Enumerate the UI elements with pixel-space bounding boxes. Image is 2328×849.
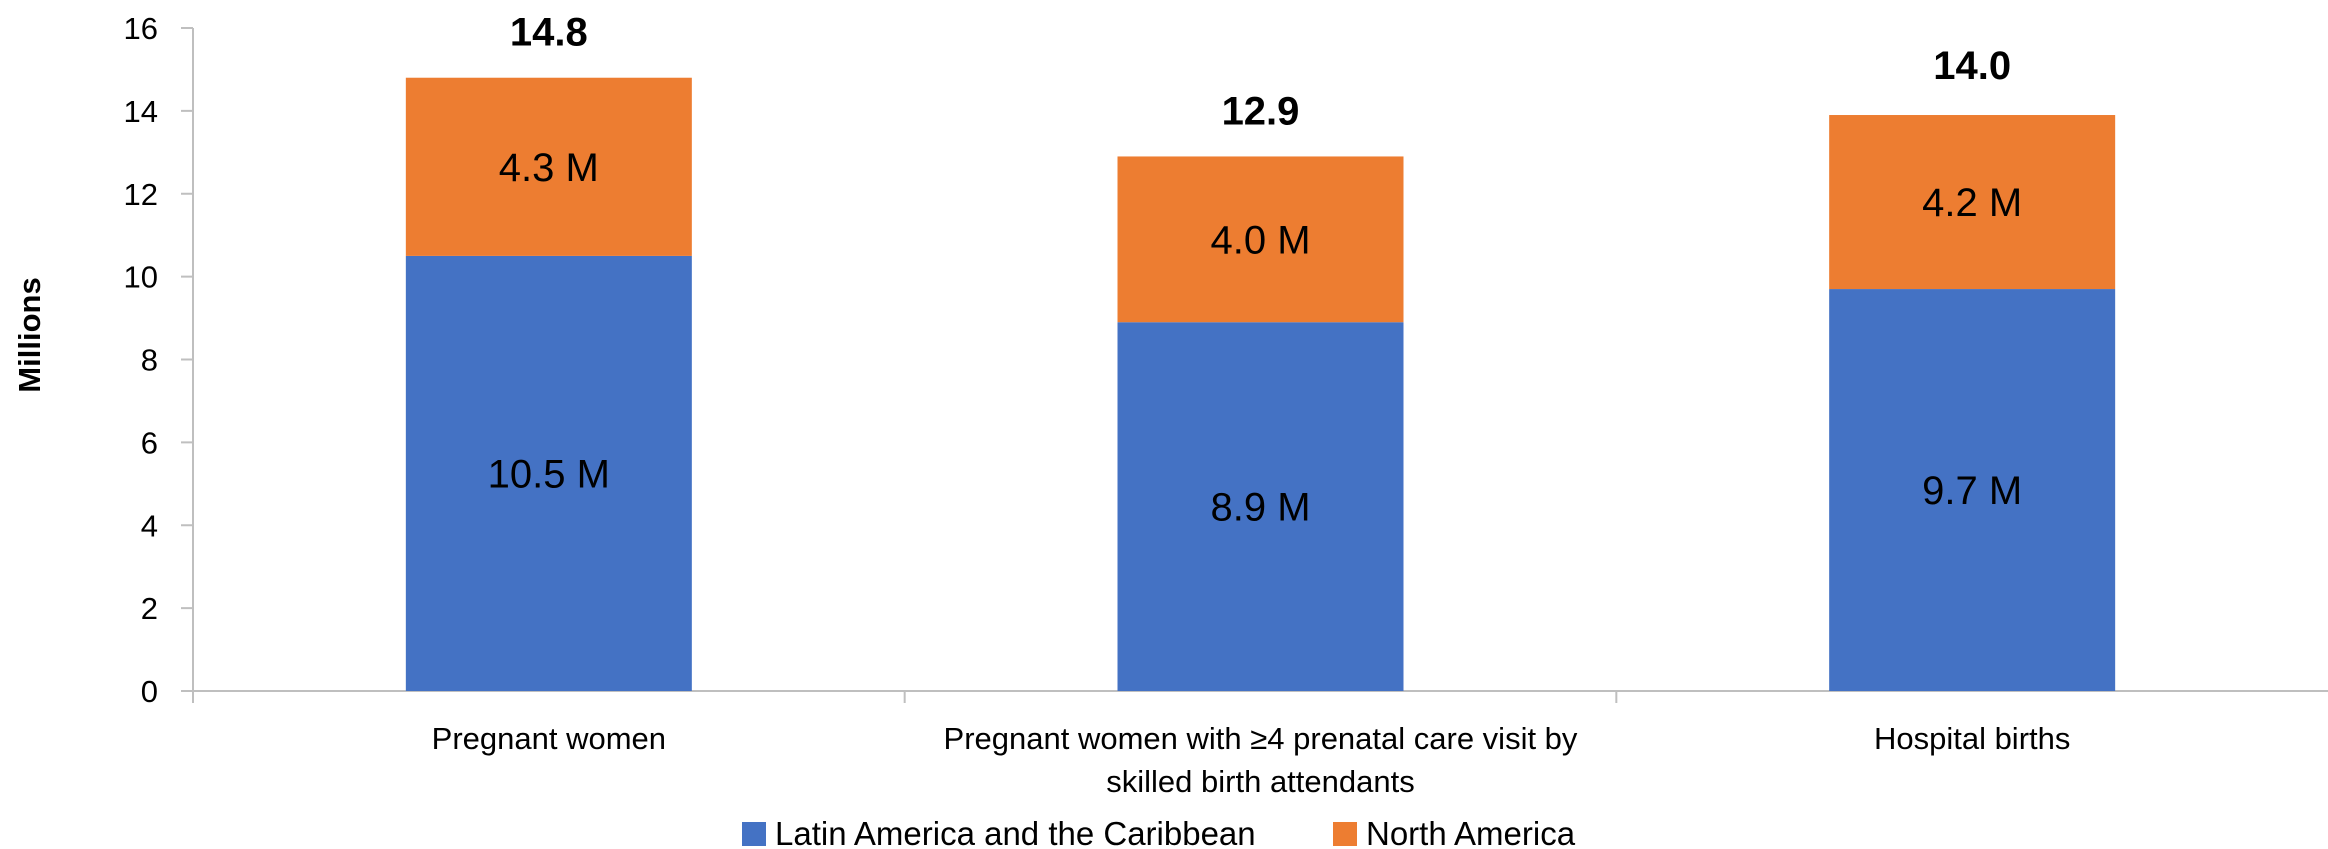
data-labels: 10.5 M 4.3 M 14.8 8.9 M 4.0 M 12.9 9.7 M 4.2 M 1… xyxy=(488,11,2023,530)
segment-data-label: 4.2 M xyxy=(1922,181,2022,225)
y-tick-label: 12 xyxy=(124,177,158,212)
bar-segment-latin-america xyxy=(1117,322,1404,691)
legend-swatch xyxy=(742,822,766,846)
x-category-label: skilled birth attendants xyxy=(1106,764,1414,799)
bars xyxy=(405,77,2116,691)
x-category-label: Pregnant women xyxy=(432,721,666,756)
bar-segment-latin-america xyxy=(1829,289,2116,691)
segment-data-label: 8.9 M xyxy=(1210,486,1310,530)
y-axis-title: Millions xyxy=(12,277,47,392)
legend-swatch xyxy=(1333,822,1357,846)
y-tick-label: 16 xyxy=(124,11,158,46)
y-tick-label: 4 xyxy=(141,508,158,543)
y-tick-label: 0 xyxy=(141,674,158,709)
legend: Latin America and the Caribbean North Ame… xyxy=(742,815,1576,849)
y-tick-label: 6 xyxy=(141,425,158,460)
legend-item-north-america: North America xyxy=(1333,815,1576,849)
y-tick-label: 8 xyxy=(141,343,158,378)
bar-segment-north-america xyxy=(405,77,692,256)
x-category-label: Pregnant women with ≥4 prenatal care vis… xyxy=(944,721,1578,756)
segment-data-label: 10.5 M xyxy=(488,452,610,496)
segment-data-label: 4.3 M xyxy=(499,146,599,190)
bar-segment-latin-america xyxy=(405,255,692,691)
x-category-label: Hospital births xyxy=(1874,721,2070,756)
y-tick-label: 10 xyxy=(124,260,158,295)
legend-label: Latin America and the Caribbean xyxy=(775,815,1256,849)
bar-segment-north-america xyxy=(1117,156,1404,323)
legend-label: North America xyxy=(1366,815,1576,849)
axes: 0 2 4 6 8 10 12 14 16 Pregnant women Pregnant wome… xyxy=(124,11,2328,799)
y-tick-label: 2 xyxy=(141,591,158,626)
legend-item-latin-america: Latin America and the Caribbean xyxy=(742,815,1256,849)
segment-data-label: 4.0 M xyxy=(1210,218,1310,262)
total-data-label: 14.0 xyxy=(1933,44,2011,88)
bar-segment-north-america xyxy=(1829,115,2116,290)
segment-data-label: 9.7 M xyxy=(1922,469,2022,513)
total-data-label: 12.9 xyxy=(1222,89,1300,133)
y-tick-label: 14 xyxy=(124,94,158,129)
total-data-label: 14.8 xyxy=(510,11,588,55)
